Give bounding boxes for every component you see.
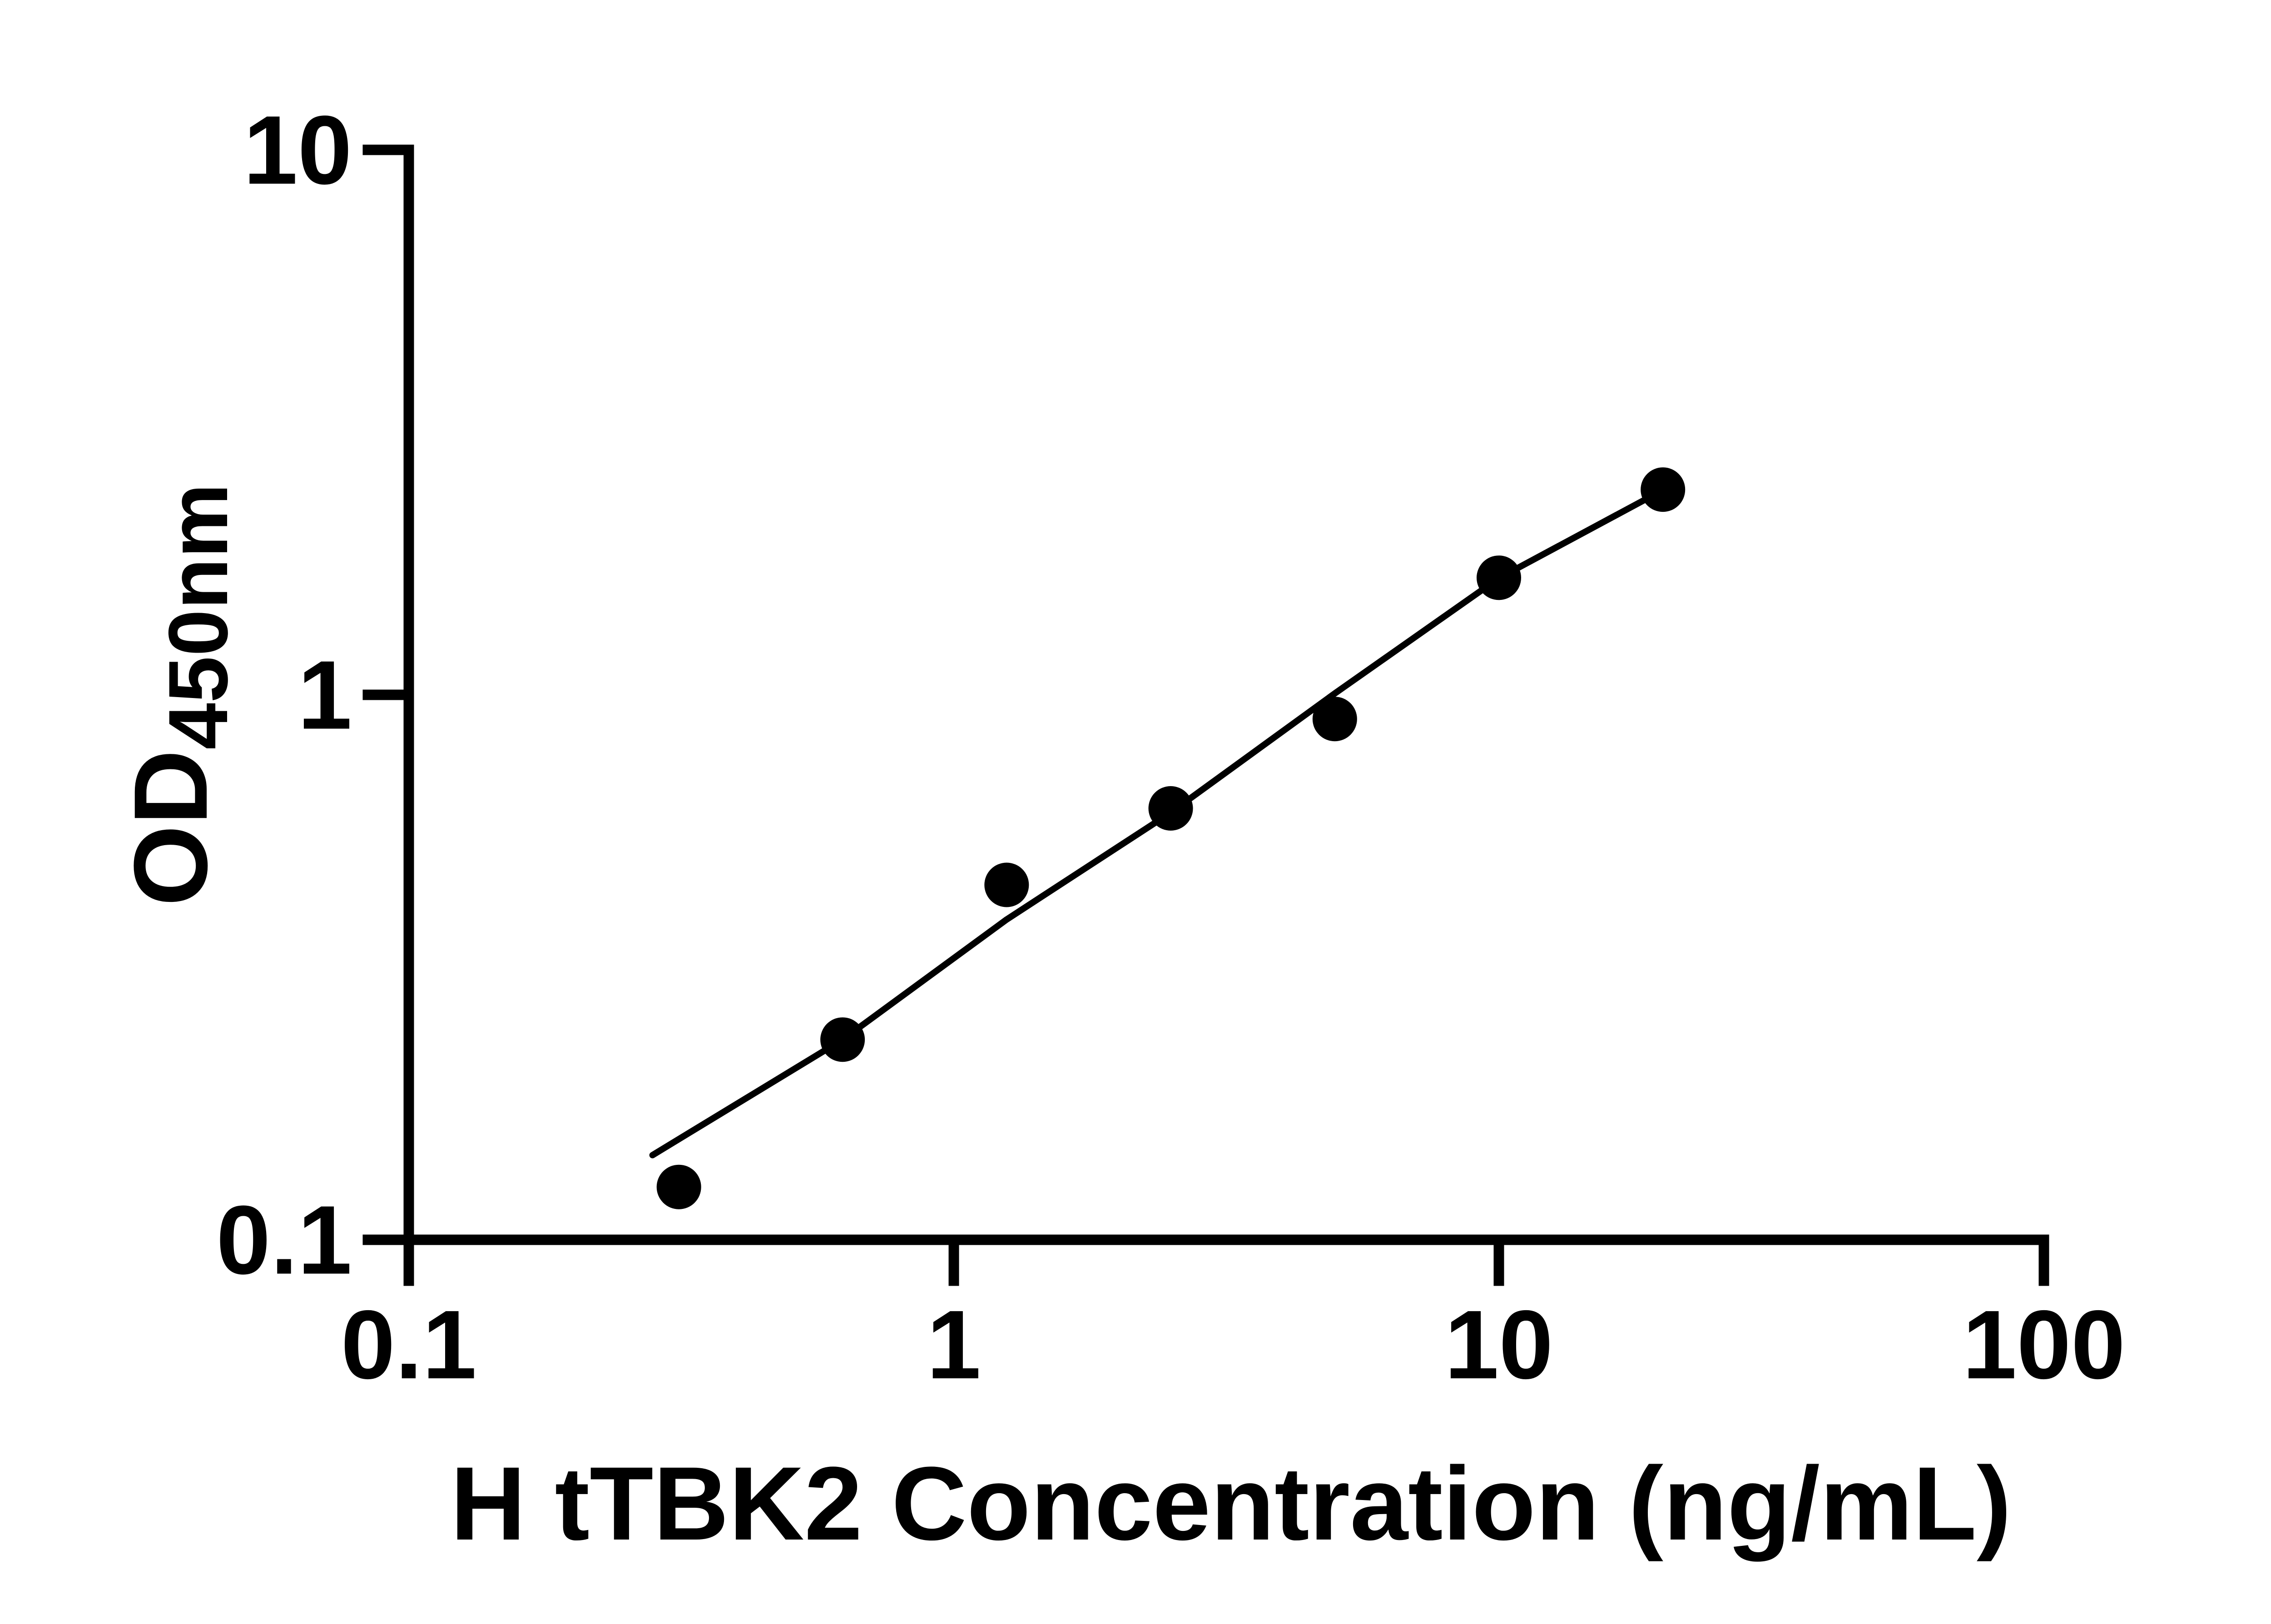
data-point xyxy=(1312,697,1357,742)
y-axis-title-subscript: 450nm xyxy=(152,483,245,749)
x-axis-title: H tTBK2 Concentration (ng/mL) xyxy=(451,1445,2012,1562)
x-tick-label: 0.1 xyxy=(341,1290,477,1399)
y-tick-label: 10 xyxy=(243,95,352,205)
y-axis-tick-labels: 0.1 1 10 xyxy=(216,95,352,1295)
data-point xyxy=(1641,467,1686,512)
axes xyxy=(403,144,2049,1245)
data-point xyxy=(1148,786,1193,831)
x-tick-label: 1 xyxy=(927,1290,981,1399)
y-axis-title-main: OD xyxy=(112,750,229,906)
data-points-group xyxy=(656,467,1686,1209)
y-tick-label: 0.1 xyxy=(216,1185,352,1295)
y-tick-label: 1 xyxy=(298,640,352,750)
data-point xyxy=(656,1164,701,1209)
data-point xyxy=(984,862,1029,907)
x-tick-label: 10 xyxy=(1444,1290,1553,1399)
y-axis-title: OD450nm xyxy=(112,483,245,906)
data-point xyxy=(820,1017,865,1062)
x-tick-label: 100 xyxy=(1963,1290,2126,1399)
x-axis-ticks xyxy=(403,1240,2049,1286)
data-point xyxy=(1477,555,1521,600)
x-axis-tick-labels: 0.1 1 10 100 xyxy=(341,1290,2126,1399)
y-axis-ticks xyxy=(362,144,409,1245)
